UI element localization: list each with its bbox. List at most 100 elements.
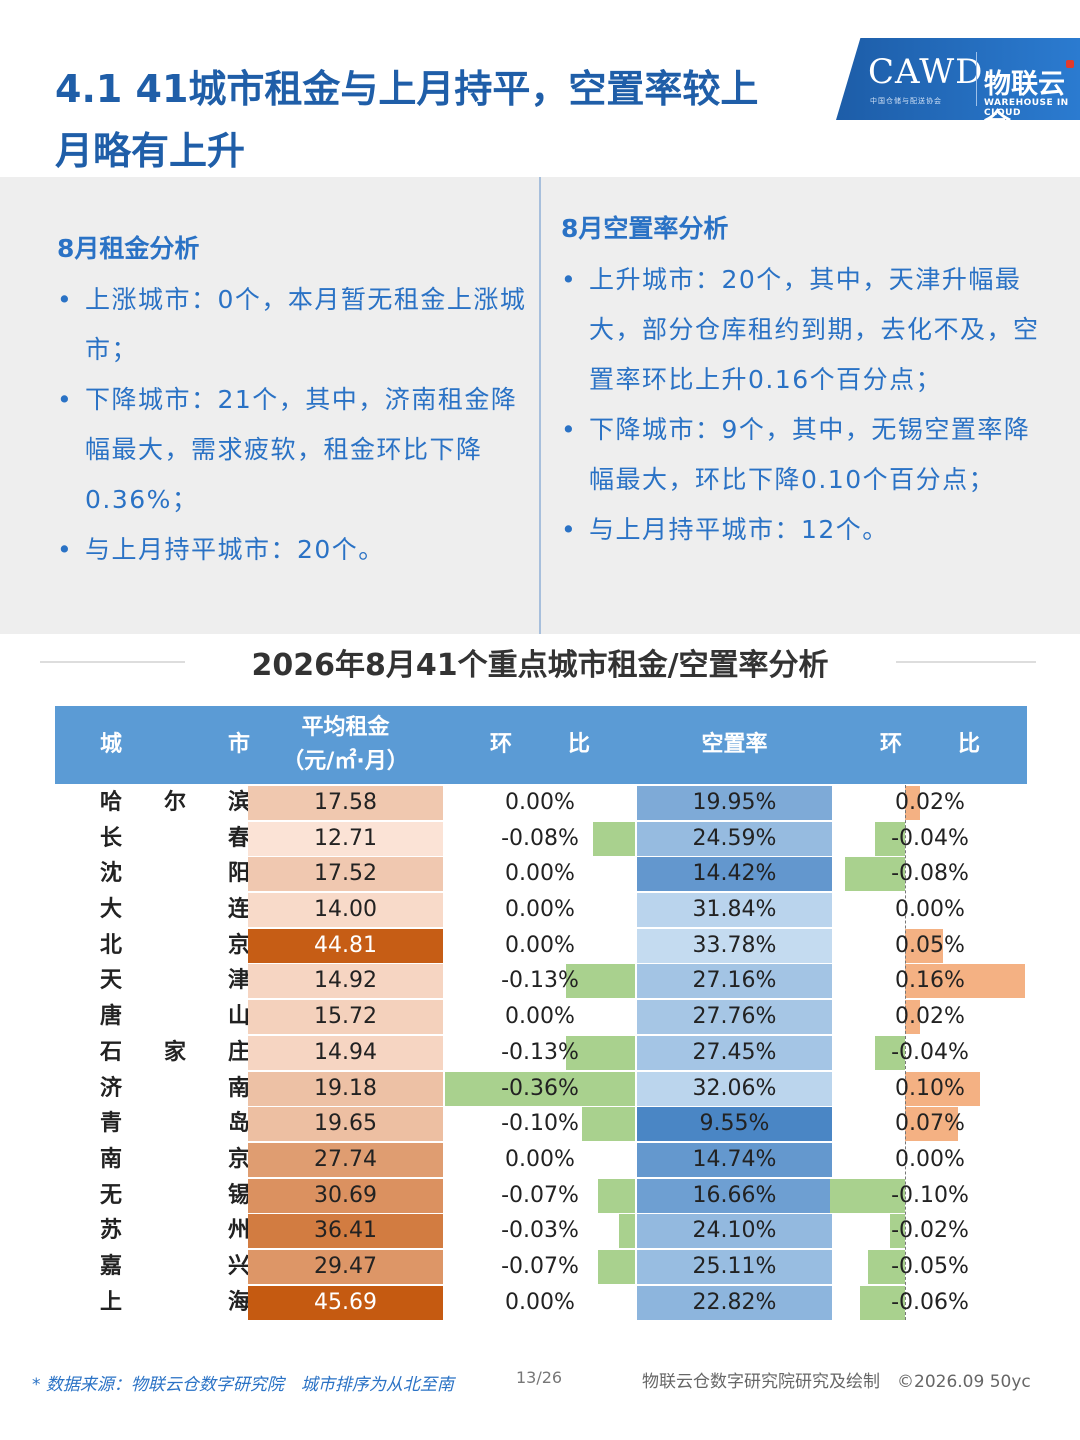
page-number: 13/26 xyxy=(516,1368,563,1387)
vacancy-rate: 19.95% xyxy=(637,786,832,820)
table-row: 上海 45.69 0.00% 22.82% -0.06% xyxy=(55,1285,1027,1321)
rent-change: 0.00% xyxy=(505,897,575,923)
city-char: 兴 xyxy=(227,1253,250,1279)
bullet-icon: • xyxy=(561,265,578,294)
vacancy-change: 0.10% xyxy=(895,1075,965,1101)
bullet-icon: • xyxy=(57,285,74,314)
avg-rent: 36.41 xyxy=(248,1214,443,1249)
data-source-note: * 数据来源：物联云仓数字研究院 城市排序为从北至南 xyxy=(32,1375,454,1395)
vacancy-change-bar xyxy=(905,1071,980,1106)
city-name: 沈阳 xyxy=(100,857,250,891)
city-char: 青 xyxy=(100,1111,123,1137)
table-title: 2026年8月41个重点城市租金/空置率分析 xyxy=(251,648,829,683)
avg-rent: 30.69 xyxy=(248,1178,443,1213)
city-name: 哈尔滨 xyxy=(100,786,250,820)
table-row: 沈阳 17.52 0.00% 14.42% -0.08% xyxy=(55,856,1027,892)
vacancy-change-bar xyxy=(867,1249,905,1284)
rent-change: 0.00% xyxy=(505,790,575,815)
vacancy-change: 0.07% xyxy=(895,1111,965,1137)
list-item: • 下降城市：21个，其中，济南租金降幅最大，需求疲软，租金环比下降0.36%； xyxy=(57,375,527,525)
rent-change: 0.00% xyxy=(505,1146,575,1172)
vacancy-change: 0.16% xyxy=(895,968,965,994)
vacancy-change: -0.06% xyxy=(891,1289,969,1315)
cawd-logo-text: CAWD xyxy=(868,52,984,92)
rent-change: 0.00% xyxy=(505,1004,575,1030)
vacancy-rate: 24.59% xyxy=(637,821,832,856)
rent-analysis: 8月租金分析 • 上涨城市：0个，本月暂无租金上涨城市； • 下降城市：21个，其中… xyxy=(57,229,527,575)
vacancy-analysis-heading: 8月空置率分析 xyxy=(561,214,729,243)
rent-change-bar xyxy=(582,1107,635,1142)
rent-change-bar xyxy=(566,1035,635,1070)
city-char: 天 xyxy=(100,968,123,994)
city-char: 京 xyxy=(227,1146,250,1172)
avg-rent: 15.72 xyxy=(248,1000,443,1035)
avg-rent: 19.18 xyxy=(248,1071,443,1106)
list-item: • 与上月持平城市：12个。 xyxy=(561,505,1051,555)
city-name: 大连 xyxy=(100,893,250,927)
city-char: 南 xyxy=(100,1146,123,1172)
city-name: 上海 xyxy=(100,1286,250,1320)
rent-change-bar xyxy=(445,1071,635,1106)
vacancy-rate: 31.84% xyxy=(637,893,832,928)
vacancy-rate: 14.42% xyxy=(637,857,832,892)
city-name: 嘉兴 xyxy=(100,1250,250,1284)
avg-rent: 14.94 xyxy=(248,1035,443,1070)
city-name: 济南 xyxy=(100,1072,250,1106)
vacancy-change: -0.05% xyxy=(891,1253,969,1279)
avg-rent: 19.65 xyxy=(248,1107,443,1142)
vacancy-change: -0.02% xyxy=(891,1218,969,1244)
city-char: 庄 xyxy=(227,1039,250,1065)
vacancy-rate: 9.55% xyxy=(637,1107,832,1142)
rent-change-bar xyxy=(619,1214,635,1249)
avg-rent: 27.74 xyxy=(248,1142,443,1177)
vacancy-rate: 16.66% xyxy=(637,1178,832,1213)
warehouse-cloud-logo-subtext: WAREHOUSE IN CLOUD xyxy=(984,98,1069,118)
warehouse-cloud-logo-text: 物联云仓 xyxy=(984,69,1065,139)
city-char: 沈 xyxy=(100,861,123,887)
table-row: 青岛 19.65 -0.10% 9.55% 0.07% xyxy=(55,1106,1027,1142)
table-row: 长春 12.71 -0.08% 24.59% -0.04% xyxy=(55,821,1027,857)
table-row: 济南 19.18 -0.36% 32.06% 0.10% xyxy=(55,1071,1027,1107)
list-item: • 下降城市：9个，其中，无锡空置率降幅最大，环比下降0.10个百分点； xyxy=(561,405,1051,505)
avg-rent: 14.00 xyxy=(248,893,443,928)
rent-analysis-heading: 8月租金分析 xyxy=(57,234,200,263)
city-char: 州 xyxy=(227,1218,250,1244)
rent-change: 0.00% xyxy=(505,1289,575,1315)
avg-rent: 29.47 xyxy=(248,1249,443,1284)
vacancy-change-bar xyxy=(905,786,920,820)
city-name: 苏州 xyxy=(100,1214,250,1248)
city-char: 嘉 xyxy=(100,1253,123,1279)
vacancy-change: -0.04% xyxy=(891,1039,969,1065)
table-row: 无锡 30.69 -0.07% 16.66% -0.10% xyxy=(55,1178,1027,1214)
city-char: 阳 xyxy=(227,861,250,887)
rent-change-bar xyxy=(592,821,635,856)
vacancy-change-bar xyxy=(875,1035,905,1070)
city-char: 滨 xyxy=(227,790,250,815)
city-char: 济 xyxy=(100,1075,123,1101)
rent-change-bar xyxy=(598,1178,635,1213)
rent-change: -0.07% xyxy=(501,1253,579,1279)
vacancy-change: 0.02% xyxy=(895,790,965,815)
table-row: 唐山 15.72 0.00% 27.76% 0.02% xyxy=(55,999,1027,1035)
city-name: 石家庄 xyxy=(100,1036,250,1070)
table-row: 石 家 庄 14.94 -0.13% 27.45% -0.04% xyxy=(55,1035,1027,1071)
table-row: 天津 14.92 -0.13% 27.16% 0.16% xyxy=(55,963,1027,999)
list-item: • 与上月持平城市：20个。 xyxy=(57,525,527,575)
city-name: 无锡 xyxy=(100,1179,250,1213)
avg-rent: 45.69 xyxy=(248,1285,443,1320)
avg-rent: 17.52 xyxy=(248,857,443,892)
avg-rent: 12.71 xyxy=(248,821,443,856)
logo-dot-icon xyxy=(1066,60,1074,68)
city-char: 家 xyxy=(163,1039,186,1065)
bullet-icon: • xyxy=(57,535,74,564)
city-char: 山 xyxy=(227,1004,250,1030)
city-name: 天津 xyxy=(100,964,250,998)
vacancy-change: 0.00% xyxy=(895,1146,965,1172)
city-char: 连 xyxy=(227,897,250,923)
city-char: 岛 xyxy=(227,1111,250,1137)
rent-change: -0.08% xyxy=(501,825,579,851)
table-row: 苏州 36.41 -0.03% 24.10% -0.02% xyxy=(55,1213,1027,1249)
city-char: 大 xyxy=(100,897,123,923)
header-rent-change: 环比 xyxy=(490,732,590,757)
header-city: 城市 xyxy=(100,732,250,757)
